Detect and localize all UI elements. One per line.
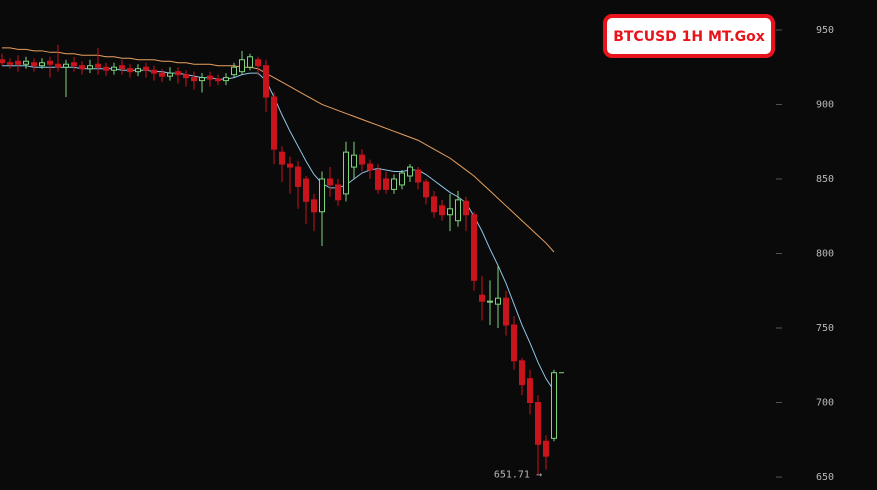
title-box (603, 14, 775, 58)
candle-body (23, 60, 29, 65)
candle-body (87, 65, 93, 70)
candle-body (295, 166, 301, 187)
y-tick-label: 650 (816, 472, 834, 483)
y-tick-label: 800 (816, 248, 834, 259)
candle-body (455, 199, 461, 222)
candle-body (479, 294, 485, 302)
candle-body (55, 63, 61, 68)
candle-body (375, 169, 381, 190)
candle-body (311, 199, 317, 213)
candle-body (543, 440, 549, 457)
candle-body (319, 178, 325, 213)
candle-body (335, 184, 341, 201)
moving-average-line (2, 47, 555, 253)
candle-body (359, 154, 365, 165)
candle-body (239, 59, 245, 73)
candle-body (415, 169, 421, 183)
candle-body (519, 360, 525, 386)
candle-body (383, 178, 389, 190)
candle-body (159, 72, 165, 77)
candle-body (303, 178, 309, 202)
candle-body (95, 63, 101, 68)
candle-body (7, 62, 13, 65)
candle-body (535, 402, 541, 445)
candle-body (343, 151, 349, 195)
candle-body (215, 78, 221, 82)
candle-body (391, 178, 397, 190)
candle-body (327, 178, 333, 186)
candle-body (255, 59, 261, 67)
candle-body (199, 77, 205, 82)
candle-body (207, 75, 213, 80)
candle-body (423, 181, 429, 198)
candle-body (47, 60, 53, 65)
candle-body (407, 166, 413, 177)
candle-body (503, 297, 509, 326)
candle-body (271, 96, 277, 150)
candle-body (231, 66, 237, 76)
candle-body (111, 66, 117, 71)
candle-body (223, 77, 229, 82)
candle-body (191, 77, 197, 82)
candle-body (447, 208, 453, 216)
candle-body (439, 205, 445, 216)
candle-body (399, 172, 405, 186)
candle-body (279, 151, 285, 165)
y-tick-label: 950 (816, 25, 834, 36)
chart-title: BTCUSD 1H MT.Gox (613, 29, 765, 45)
candle-body (135, 68, 141, 73)
candle-body (487, 300, 493, 303)
candle-body (551, 372, 557, 439)
candle-body (31, 62, 37, 67)
y-tick-label: 900 (816, 99, 834, 110)
candle-body (39, 62, 45, 67)
y-tick-label: 750 (816, 323, 834, 334)
candle-body (143, 66, 149, 71)
candle-body (0, 59, 5, 64)
y-tick-label: 700 (816, 398, 834, 409)
candle-body (71, 62, 77, 67)
candle-body (367, 163, 373, 171)
candle-body (119, 65, 125, 70)
candle-body (495, 297, 501, 305)
candle-body (351, 154, 357, 168)
candle-body (287, 163, 293, 168)
candle-body (127, 68, 133, 73)
candle-body (471, 214, 477, 281)
candle-body (511, 324, 517, 362)
candle-body (63, 63, 69, 68)
low-label: 651.71 → (494, 469, 542, 480)
candle-body (431, 196, 437, 213)
y-tick-label: 850 (816, 174, 834, 185)
candle-body (463, 200, 469, 216)
candle-body (151, 69, 157, 74)
candle-body (167, 72, 173, 77)
candle-body (175, 71, 181, 76)
candle-body (247, 56, 253, 68)
candle-body (183, 74, 189, 79)
candle-body (527, 378, 533, 404)
moving-average-line (2, 65, 555, 391)
candle-body (79, 65, 85, 70)
candle-body (103, 66, 109, 71)
candle-body (15, 60, 21, 65)
candle-body (263, 65, 269, 98)
